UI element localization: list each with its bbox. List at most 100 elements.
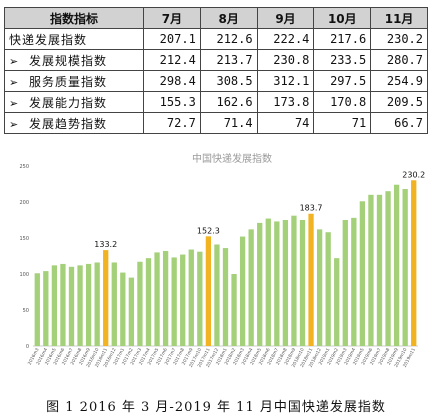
table-cell: 213.7 bbox=[199, 49, 258, 71]
bar bbox=[111, 262, 117, 346]
header-indicator: 指数指标 bbox=[4, 7, 144, 29]
table-cell: 297.5 bbox=[313, 70, 372, 92]
table-cell: 207.1 bbox=[143, 28, 201, 50]
table-header-row: 指数指标 7月 8月 9月 10月 11月 bbox=[4, 7, 428, 29]
table-cell: 298.4 bbox=[143, 70, 201, 92]
row-label: ➢ 发展规模指数 bbox=[4, 49, 144, 71]
highlight-bar bbox=[308, 213, 314, 346]
bar bbox=[257, 222, 263, 346]
table-cell: 212.4 bbox=[143, 49, 201, 71]
table-cell: 72.7 bbox=[143, 112, 201, 134]
bar bbox=[51, 265, 58, 346]
row-label-text: 发展趋势指数 bbox=[29, 116, 108, 131]
bar bbox=[359, 201, 366, 346]
arrow-bullet-icon: ➢ bbox=[9, 117, 20, 131]
x-axis-labels: 2016m32016m42016m52016m62016m72016m82016… bbox=[27, 347, 417, 369]
bar bbox=[342, 220, 348, 346]
bar-value-label: 183.7 bbox=[300, 204, 323, 213]
bar bbox=[137, 261, 143, 346]
table-row: 快递发展指数 207.1 212.6 222.4 217.6 230.2 bbox=[4, 28, 428, 50]
highlight-bar bbox=[205, 236, 212, 346]
table-cell: 230.2 bbox=[370, 28, 428, 50]
row-label: ➢ 发展能力指数 bbox=[4, 91, 144, 113]
table-cell: 280.7 bbox=[370, 49, 428, 71]
table-cell: 74 bbox=[256, 112, 315, 134]
table-cell: 155.3 bbox=[143, 91, 201, 113]
row-label: 快递发展指数 bbox=[4, 28, 144, 50]
table-cell: 209.5 bbox=[370, 91, 428, 113]
bar bbox=[60, 263, 66, 346]
bar bbox=[68, 266, 75, 346]
bar bbox=[128, 277, 135, 346]
bar bbox=[248, 229, 254, 346]
arrow-bullet-icon: ➢ bbox=[9, 54, 20, 68]
bar-value-label: 230.2 bbox=[402, 170, 425, 179]
y-tick-label: 250 bbox=[19, 164, 29, 170]
bar bbox=[351, 217, 357, 346]
table-row: ➢ 服务质量指数 298.4 308.5 312.1 297.5 254.9 bbox=[4, 70, 428, 92]
y-tick-label: 50 bbox=[23, 308, 29, 314]
bar bbox=[231, 274, 237, 346]
figure-caption: 图 1 2016 年 3 月-2019 年 11 月中国快递发展指数 bbox=[46, 400, 386, 415]
header-aug: 8月 bbox=[199, 7, 258, 29]
table-cell: 170.8 bbox=[313, 91, 372, 113]
table-cell: 173.8 bbox=[256, 91, 315, 113]
bar bbox=[385, 191, 391, 346]
bar bbox=[334, 258, 340, 346]
table-row: ➢ 发展规模指数 212.4 213.7 230.8 233.5 280.7 bbox=[4, 49, 428, 71]
table-cell: 212.6 bbox=[199, 28, 258, 50]
y-tick-label: 200 bbox=[19, 200, 29, 206]
index-table: 指数指标 7月 8月 9月 10月 11月 快递发展指数 207.1 212.6… bbox=[4, 7, 428, 134]
table-cell: 254.9 bbox=[370, 70, 428, 92]
bar bbox=[291, 215, 297, 346]
bar bbox=[43, 271, 49, 346]
y-tick-label: 100 bbox=[19, 272, 29, 278]
table-cell: 222.4 bbox=[256, 28, 315, 50]
arrow-bullet-icon: ➢ bbox=[9, 75, 20, 89]
row-label-text: 发展能力指数 bbox=[29, 95, 108, 110]
bar bbox=[162, 250, 169, 346]
bar-value-label: 133.2 bbox=[94, 240, 117, 249]
bar bbox=[265, 218, 271, 346]
chart-title: 中国快递发展指数 bbox=[192, 152, 272, 165]
bar bbox=[94, 262, 100, 346]
bar bbox=[239, 236, 246, 346]
table-cell: 66.7 bbox=[370, 112, 428, 134]
bar bbox=[85, 263, 92, 346]
bar bbox=[282, 220, 289, 346]
row-label: ➢ 发展趋势指数 bbox=[4, 112, 144, 134]
express-index-bar-chart: 中国快递发展指数 0 50 100 150 200 250 133.2 152.3 183.7… bbox=[19, 152, 425, 369]
bar bbox=[145, 258, 152, 346]
header-jul: 7月 bbox=[143, 7, 201, 29]
table-cell: 312.1 bbox=[256, 70, 315, 92]
row-label-text: 快递发展指数 bbox=[9, 32, 88, 47]
table-cell: 217.6 bbox=[313, 28, 372, 50]
bar bbox=[180, 254, 186, 346]
bar-value-label: 152.3 bbox=[197, 226, 220, 235]
table-cell: 308.5 bbox=[199, 70, 258, 92]
bar bbox=[154, 252, 160, 346]
header-nov: 11月 bbox=[370, 7, 428, 29]
table-cell: 71.4 bbox=[199, 112, 258, 134]
highlight-bar bbox=[411, 180, 417, 346]
table-row: ➢ 发展趋势指数 72.7 71.4 74 71 66.7 bbox=[4, 112, 428, 134]
table-cell: 233.5 bbox=[313, 49, 372, 71]
bar bbox=[214, 244, 220, 346]
arrow-bullet-icon: ➢ bbox=[9, 96, 20, 110]
table-cell: 230.8 bbox=[256, 49, 315, 71]
row-label: ➢ 服务质量指数 bbox=[4, 70, 144, 92]
table-row: ➢ 发展能力指数 155.3 162.6 173.8 170.8 209.5 bbox=[4, 91, 428, 113]
highlight-bar bbox=[103, 250, 109, 346]
table-cell: 71 bbox=[313, 112, 372, 134]
row-label-text: 服务质量指数 bbox=[29, 74, 108, 89]
y-tick-label: 0 bbox=[26, 344, 29, 350]
bar bbox=[197, 251, 203, 346]
y-tick-label: 150 bbox=[19, 236, 29, 242]
bar bbox=[376, 194, 383, 346]
header-sep: 9月 bbox=[256, 7, 315, 29]
bar bbox=[316, 229, 323, 346]
bar bbox=[393, 184, 400, 346]
bar bbox=[222, 248, 229, 346]
bar bbox=[34, 273, 40, 346]
bar bbox=[77, 265, 83, 346]
